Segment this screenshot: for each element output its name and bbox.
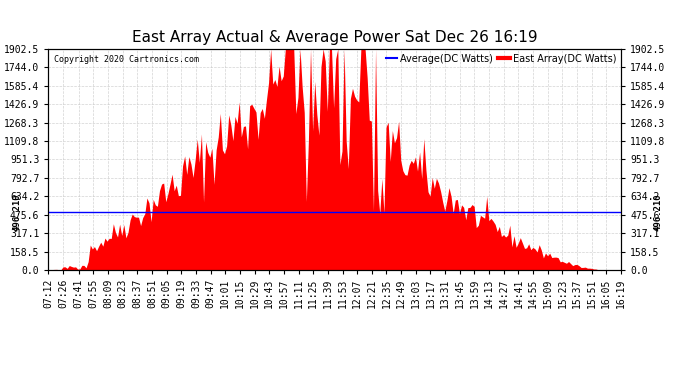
Legend: Average(DC Watts), East Array(DC Watts): Average(DC Watts), East Array(DC Watts) (386, 54, 616, 64)
Title: East Array Actual & Average Power Sat Dec 26 16:19: East Array Actual & Average Power Sat De… (132, 30, 538, 45)
Text: 496.210: 496.210 (12, 194, 21, 231)
Text: Copyright 2020 Cartronics.com: Copyright 2020 Cartronics.com (54, 56, 199, 64)
Text: 496.210: 496.210 (653, 194, 662, 231)
